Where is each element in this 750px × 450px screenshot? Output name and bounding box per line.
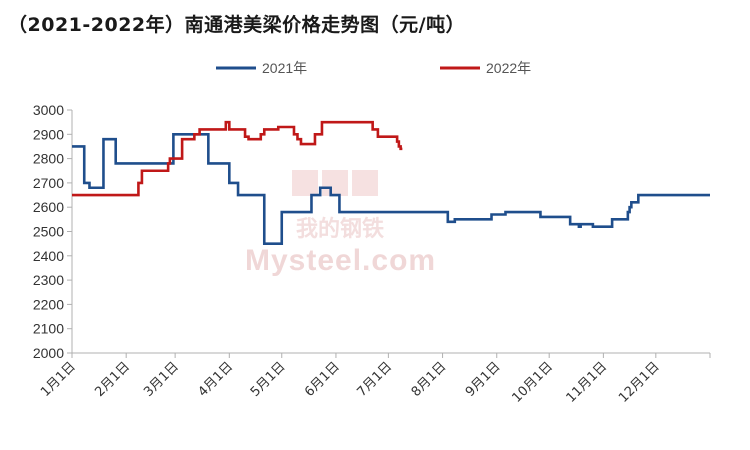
y-tick-label: 2600 [33,199,64,215]
y-tick-label: 2300 [33,272,64,288]
x-tick-label: 8月1日 [409,359,450,400]
x-tick-label: 3月1日 [141,359,182,400]
y-tick-label: 2000 [33,345,64,361]
mysteel-watermark: 我的钢铁 Mysteel.com [245,170,436,277]
x-tick-label: 11月1日 [564,359,611,406]
watermark-logo-box [322,170,348,196]
y-tick-label: 2200 [33,296,64,312]
x-tick-label: 2月1日 [92,359,133,400]
x-tick-label: 12月1日 [616,359,663,406]
y-tick-label: 2900 [33,126,64,142]
y-tick-label: 2100 [33,321,64,337]
legend: 2021年 2022年 [216,60,531,76]
series-line-2021 [72,133,710,245]
legend-label-2022: 2022年 [486,60,531,76]
series-line-2022 [72,120,403,197]
watermark-en: Mysteel.com [245,244,436,277]
x-tick-label: 5月1日 [248,359,289,400]
x-tick-label: 9月1日 [463,359,504,400]
watermark-logo-box [292,170,318,196]
x-tick-label: 4月1日 [195,359,236,400]
watermark-logo-box [352,170,378,196]
x-tick-label: 10月1日 [509,359,556,406]
series-layer [72,120,710,245]
x-tick-label: 1月1日 [38,359,79,400]
y-tick-label: 2700 [33,175,64,191]
y-tick-label: 2500 [33,224,64,240]
watermark-cn: 我的钢铁 [296,216,384,242]
y-tick-label: 2400 [33,248,64,264]
y-tick-label: 3000 [33,102,64,118]
y-tick-label: 2800 [33,151,64,167]
x-tick-label: 7月1日 [355,359,396,400]
legend-label-2021: 2021年 [262,60,307,76]
x-tick-label: 6月1日 [302,359,343,400]
chart-title: （2021-2022年）南通港美梁价格走势图（元/吨） [8,14,466,36]
